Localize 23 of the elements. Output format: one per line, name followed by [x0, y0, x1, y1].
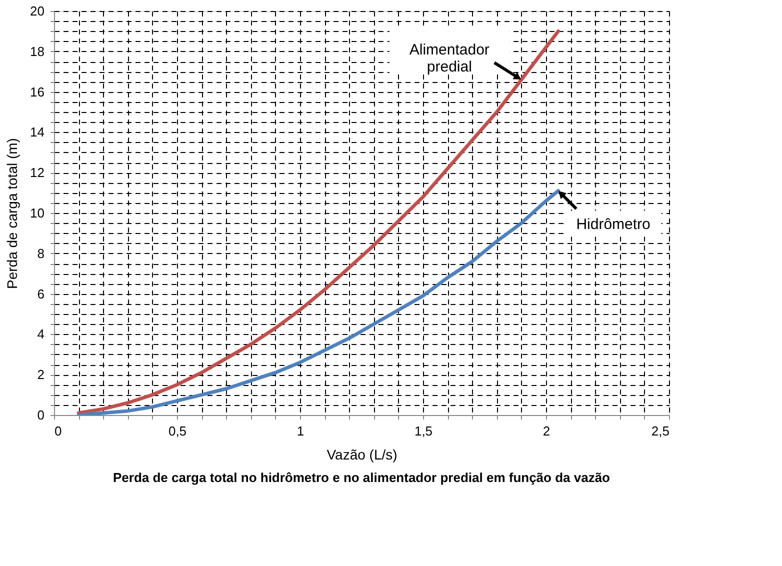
x-tick-label: 2,5	[651, 424, 670, 438]
series-label: Alimentador predial	[409, 42, 490, 76]
text: Hidrômetro	[576, 216, 650, 233]
y-tick-label: 20	[30, 4, 44, 18]
y-tick-label: 14	[30, 124, 44, 140]
y-tick-label: 6	[37, 286, 44, 302]
line-series	[76, 29, 560, 415]
y-tick-label: 10	[30, 206, 44, 220]
y-axis-title: Perda de carga total (m)	[4, 138, 20, 289]
y-tick-label: 4	[37, 326, 44, 342]
y-tick-label: 2	[37, 367, 44, 382]
y-tick-label: 0	[37, 408, 44, 422]
y-tick-label: 8	[37, 246, 44, 261]
x-tick-label: 1	[296, 424, 304, 438]
x-tick-label: 1,5	[414, 424, 433, 438]
y-tick-label: 12	[30, 165, 44, 180]
y-tick-label: 18	[30, 44, 44, 59]
y-tick-label: 16	[30, 84, 44, 100]
x-tick-label: 0,5	[168, 424, 187, 438]
x-axis-title: Vazão (L/s)	[326, 446, 398, 462]
text: Perda de carga total no hidrômetro e no alimentador predial em função da vazão	[112, 470, 610, 485]
x-tick-label: 0	[54, 424, 62, 438]
x-tick-label: 2	[542, 424, 550, 438]
